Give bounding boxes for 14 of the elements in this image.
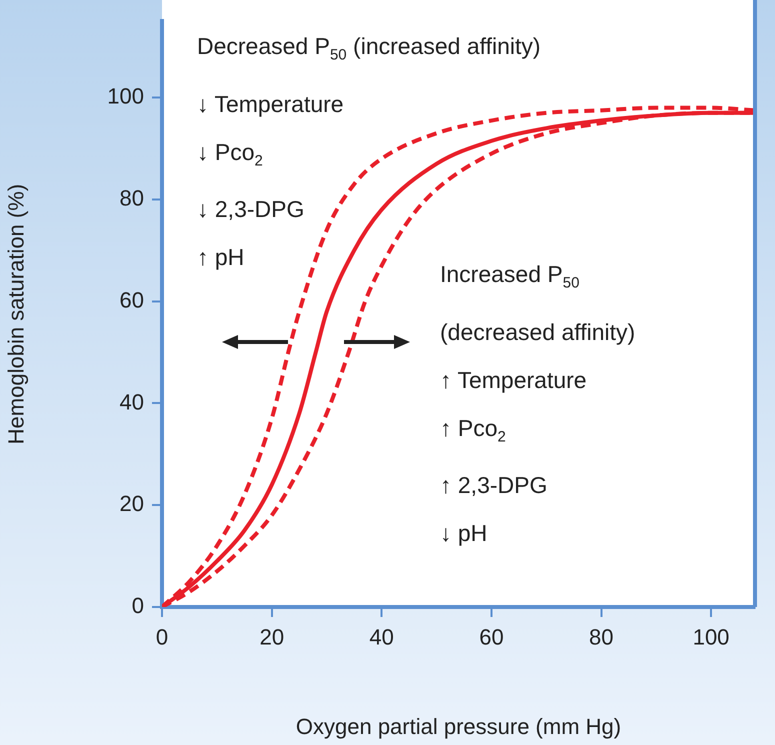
x-tick-label: 20 xyxy=(260,624,284,650)
y-tick-label: 100 xyxy=(107,84,144,109)
y-tick-label: 60 xyxy=(120,287,144,312)
y-tick-label: 80 xyxy=(120,186,144,211)
y-tick-label: 40 xyxy=(120,389,144,414)
x-tick-label: 0 xyxy=(156,624,168,650)
x-tick-label: 80 xyxy=(589,624,614,650)
y-axis-title: Hemoglobin saturation (%) xyxy=(3,184,28,444)
y-tick-label: 0 xyxy=(132,593,144,618)
y-tick-label: 20 xyxy=(120,491,144,516)
x-tick-label: 40 xyxy=(369,624,394,650)
x-tick-label: 100 xyxy=(692,624,730,650)
x-tick-label: 60 xyxy=(479,624,504,650)
x-axis-title: Oxygen partial pressure (mm Hg) xyxy=(296,714,622,739)
